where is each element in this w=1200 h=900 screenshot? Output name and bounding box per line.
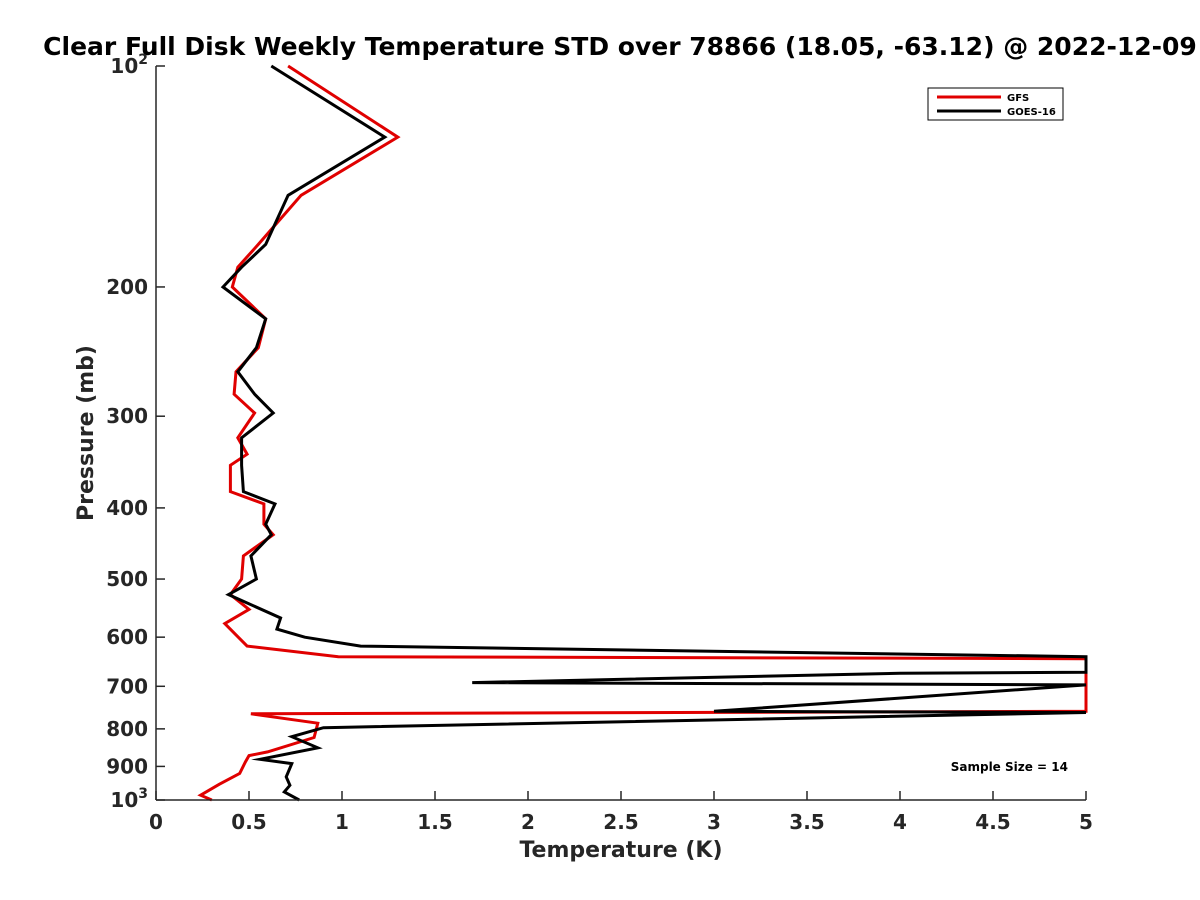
x-tick-label: 4.5 [975, 810, 1010, 834]
y-tick-label: 500 [106, 567, 148, 591]
x-tick-label: 2 [521, 810, 535, 834]
y-tick-label: 300 [106, 404, 148, 428]
legend: GFS GOES-16 [927, 87, 1064, 121]
axes-background [156, 66, 1086, 800]
axis-layer: 0 0.5 1 1.5 2 2.5 3 3.5 4 4.5 5 102 200 300 400 500 600 7… [106, 52, 1093, 834]
x-axis-label: Temperature (K) [519, 838, 722, 863]
x-tick-label: 3.5 [789, 810, 824, 834]
x-tick-label: 4 [893, 810, 907, 834]
series-line-goes-16 [220, 64, 1088, 802]
x-tick-label: 0.5 [231, 810, 266, 834]
x-tick-label: 3 [707, 810, 721, 834]
y-tick-label: 200 [106, 275, 148, 299]
sample-size-annotation: Sample Size = 14 [951, 760, 1068, 774]
x-tick-label: 1.5 [417, 810, 452, 834]
legend-box [927, 87, 1064, 121]
y-tick-label: 700 [106, 674, 148, 698]
y-tick-label: 102 [110, 52, 148, 78]
x-tick-label: 5 [1079, 810, 1093, 834]
x-tick-label: 2.5 [603, 810, 638, 834]
x-tick-label: 0 [149, 810, 163, 834]
legend-label: GOES-16 [1007, 107, 1056, 118]
y-tick-label: 800 [106, 717, 148, 741]
series-layer [197, 64, 1088, 802]
y-tick-label: 600 [106, 625, 148, 649]
y-tick-label: 400 [106, 496, 148, 520]
y-tick-label: 103 [110, 786, 148, 812]
legend-items: GFS GOES-16 [937, 93, 1056, 118]
chart-title: Clear Full Disk Weekly Temperature STD o… [43, 32, 1197, 61]
x-tick-label: 1 [335, 810, 349, 834]
plot-area [156, 66, 1086, 800]
legend-label: GFS [1007, 93, 1029, 104]
y-axis-label: Pressure (mb) [74, 345, 99, 521]
y-tick-label: 900 [106, 754, 148, 778]
